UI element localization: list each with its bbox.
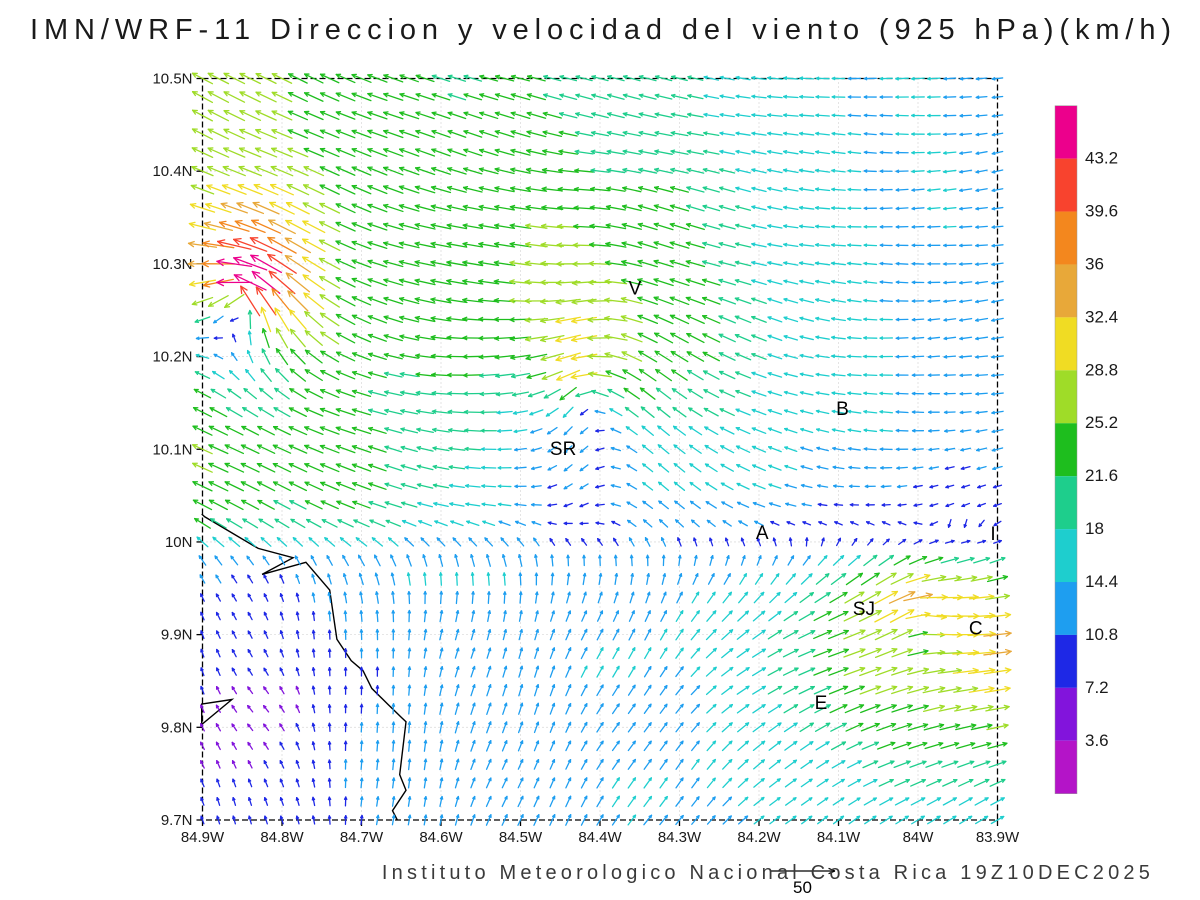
svg-text:84.1W: 84.1W (817, 829, 861, 846)
svg-text:84.4W: 84.4W (578, 829, 622, 846)
svg-text:84.6W: 84.6W (419, 829, 463, 846)
svg-text:84W: 84W (903, 829, 935, 846)
svg-text:43.2: 43.2 (1085, 149, 1118, 168)
svg-text:21.6: 21.6 (1085, 466, 1118, 485)
svg-text:9.9N: 9.9N (161, 627, 193, 644)
svg-text:84.2W: 84.2W (737, 829, 781, 846)
svg-text:84.5W: 84.5W (499, 829, 543, 846)
svg-text:10.1N: 10.1N (152, 441, 192, 458)
svg-text:36: 36 (1085, 254, 1104, 273)
svg-text:3.6: 3.6 (1085, 731, 1109, 750)
svg-text:28.8: 28.8 (1085, 360, 1118, 379)
svg-text:7.2: 7.2 (1085, 678, 1109, 697)
svg-text:32.4: 32.4 (1085, 307, 1118, 326)
svg-text:10.2N: 10.2N (152, 349, 192, 366)
svg-text:83.9W: 83.9W (976, 829, 1020, 846)
svg-text:9.7N: 9.7N (161, 812, 193, 829)
svg-text:84.3W: 84.3W (658, 829, 702, 846)
svg-text:39.6: 39.6 (1085, 202, 1118, 221)
svg-text:18: 18 (1085, 519, 1104, 538)
svg-text:10.3N: 10.3N (152, 256, 192, 273)
svg-text:84.8W: 84.8W (260, 829, 304, 846)
svg-text:14.4: 14.4 (1085, 572, 1118, 591)
svg-text:10N: 10N (165, 534, 193, 551)
svg-text:9.8N: 9.8N (161, 719, 193, 736)
svg-text:25.2: 25.2 (1085, 413, 1118, 432)
svg-text:10.4N: 10.4N (152, 163, 192, 180)
svg-text:84.7W: 84.7W (340, 829, 384, 846)
svg-text:84.9W: 84.9W (181, 829, 225, 846)
svg-text:10.8: 10.8 (1085, 625, 1118, 644)
svg-text:10.5N: 10.5N (152, 71, 192, 88)
